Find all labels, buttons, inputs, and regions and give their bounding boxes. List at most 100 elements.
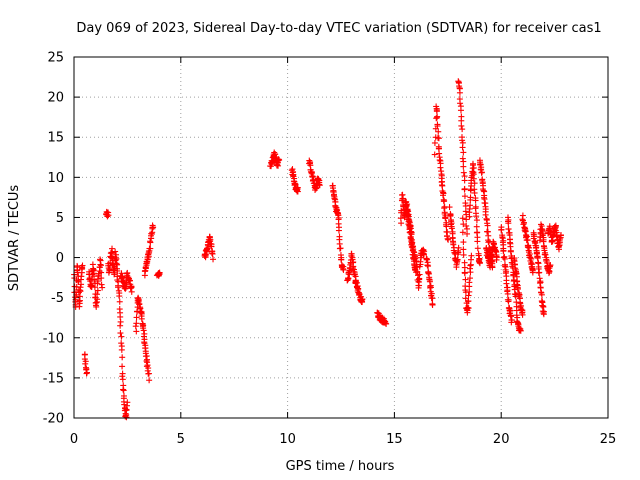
data-point	[493, 256, 500, 263]
data-point	[499, 234, 506, 241]
data-point	[458, 117, 465, 124]
data-point	[461, 270, 468, 277]
data-point	[124, 399, 131, 406]
data-point	[472, 197, 479, 204]
data-point	[459, 229, 466, 236]
data-point	[458, 122, 465, 129]
data-point	[138, 315, 145, 322]
data-point	[434, 113, 441, 120]
data-point	[429, 301, 436, 308]
data-point	[417, 258, 424, 265]
data-point	[416, 282, 423, 289]
data-point	[424, 256, 431, 263]
plot-frame	[73, 56, 609, 419]
data-point	[337, 245, 344, 252]
data-point	[455, 244, 462, 251]
data-point	[501, 263, 508, 270]
data-point	[425, 263, 432, 270]
data-point	[82, 360, 89, 367]
data-point	[400, 195, 407, 202]
data-point	[136, 300, 143, 307]
y-tick-label: 15	[47, 131, 64, 146]
data-point	[132, 323, 139, 330]
data-point	[147, 238, 154, 245]
data-point	[348, 250, 355, 257]
data-point	[119, 354, 126, 361]
data-point	[142, 268, 149, 275]
data-point	[119, 373, 126, 380]
data-point	[383, 320, 390, 327]
data-point	[147, 245, 154, 252]
data-point	[474, 245, 481, 252]
data-point	[480, 187, 487, 194]
data-point	[519, 311, 526, 318]
data-point	[426, 276, 433, 283]
data-point	[118, 346, 125, 353]
data-point	[97, 262, 104, 269]
data-point	[460, 221, 467, 228]
data-point	[331, 195, 338, 202]
y-tick-label: -10	[43, 331, 64, 346]
data-point	[294, 188, 301, 195]
data-point	[530, 235, 537, 242]
data-point	[466, 288, 473, 295]
data-point	[473, 223, 480, 230]
data-point	[114, 267, 121, 274]
data-point	[442, 215, 449, 222]
data-point	[498, 226, 505, 233]
data-point	[460, 149, 467, 156]
data-point	[470, 175, 477, 182]
data-point	[529, 269, 536, 276]
data-point	[517, 327, 524, 334]
data-point	[140, 327, 147, 334]
x-axis-label: GPS time / hours	[286, 459, 395, 474]
data-point	[106, 266, 113, 273]
data-point	[446, 204, 453, 211]
data-point	[507, 247, 514, 254]
data-point	[208, 243, 215, 250]
data-point	[514, 285, 521, 292]
data-point	[471, 180, 478, 187]
data-point	[431, 139, 438, 146]
data-point	[435, 128, 442, 135]
data-point	[133, 314, 140, 321]
data-point	[466, 279, 473, 286]
data-point	[340, 266, 347, 273]
data-point	[468, 252, 475, 259]
data-point	[436, 157, 443, 164]
data-point	[118, 333, 125, 340]
data-point	[120, 387, 127, 394]
x-tick-label: 25	[600, 432, 617, 447]
data-point	[76, 293, 83, 300]
data-point	[119, 363, 126, 370]
data-point	[460, 163, 467, 170]
data-point	[557, 236, 564, 243]
y-tick-label: 10	[47, 171, 64, 186]
data-point	[454, 256, 461, 263]
data-point	[467, 275, 474, 282]
data-point	[99, 284, 106, 291]
data-point	[119, 376, 126, 383]
x-tick-label: 10	[279, 432, 296, 447]
data-point	[467, 202, 474, 209]
data-point	[141, 330, 148, 337]
data-point	[335, 227, 342, 234]
data-point	[460, 169, 467, 176]
data-point	[524, 237, 531, 244]
data-point	[98, 275, 105, 282]
data-point	[423, 255, 430, 262]
data-point	[464, 230, 471, 237]
data-point	[437, 164, 444, 171]
data-point	[117, 330, 124, 337]
data-point	[116, 293, 123, 300]
data-point	[460, 246, 467, 253]
data-point	[91, 276, 98, 283]
y-tick-label: 5	[56, 211, 64, 226]
data-point	[79, 262, 86, 269]
data-point	[505, 298, 512, 305]
data-point	[91, 284, 98, 291]
data-point	[456, 83, 463, 90]
y-tick-label: 0	[56, 251, 64, 266]
data-point	[473, 217, 480, 224]
data-point	[416, 271, 423, 278]
